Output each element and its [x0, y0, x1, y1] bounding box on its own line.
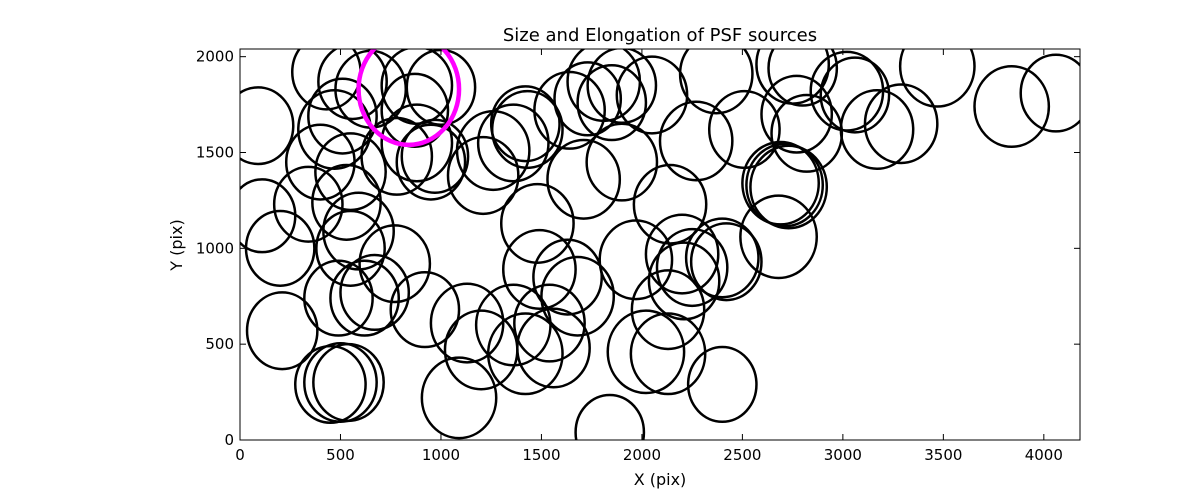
psf-source-ellipse — [819, 56, 891, 134]
psf-source-ellipse — [284, 123, 356, 201]
psf-source-ellipse — [863, 83, 939, 165]
x-tick-label: 500 — [326, 446, 355, 464]
psf-source-ellipse — [629, 312, 707, 396]
psf-source-ellipse — [329, 259, 401, 337]
psf-source-ellipse — [303, 341, 378, 424]
source-ellipses — [240, 49, 1080, 440]
psf-source-ellipse — [741, 140, 821, 226]
x-tick-label: 1500 — [522, 446, 560, 464]
psf-source-ellipse — [647, 241, 721, 321]
x-tick-label: 2500 — [723, 446, 761, 464]
psf-source-ellipse — [380, 72, 450, 149]
psf-source-ellipse — [446, 135, 520, 216]
psf-source-ellipse — [499, 182, 575, 264]
x-tick-label: 0 — [235, 446, 245, 464]
psf-source-ellipse — [839, 88, 915, 171]
psf-source-ellipse — [389, 271, 461, 349]
psf-source-ellipse — [315, 209, 386, 287]
psf-source-ellipse — [576, 64, 648, 142]
psf-source-ellipse — [489, 85, 561, 163]
psf-source-ellipse — [400, 118, 470, 194]
psf-source-ellipse — [1019, 53, 1080, 133]
psf-source-ellipse — [760, 74, 834, 154]
x-tick-label: 3500 — [924, 446, 962, 464]
psf-source-ellipse — [598, 219, 674, 301]
psf-source-ellipse — [658, 100, 734, 182]
psf-source-ellipse — [574, 393, 646, 440]
psf-source-ellipse — [678, 49, 754, 115]
psf-source-ellipse — [606, 309, 686, 395]
psf-source-ellipse — [303, 259, 374, 337]
psf-source-ellipse — [244, 209, 316, 287]
y-tick-label: 2000 — [196, 48, 234, 66]
x-axis: 0 500 1000 1500 2000 2500 3000 3500 4000 — [235, 49, 1063, 464]
x-tick-label: 4000 — [1025, 446, 1063, 464]
highlighted-psf-source-ellipse — [356, 49, 462, 148]
x-tick-label: 1000 — [422, 446, 460, 464]
psf-source-ellipse — [429, 282, 505, 364]
x-tick-label: 2000 — [623, 446, 661, 464]
psf-source-ellipse — [307, 77, 378, 155]
psf-source-ellipse — [245, 291, 319, 371]
psf-source-ellipse — [615, 55, 689, 135]
psf-source-ellipse — [476, 103, 550, 183]
psf-source-ellipse — [395, 123, 467, 201]
psf-source-ellipse — [630, 269, 706, 351]
psf-source-ellipse — [689, 222, 763, 302]
psf-source-ellipse — [294, 344, 367, 424]
y-axis-title: Y (pix) — [167, 219, 186, 271]
psf-source-ellipse — [532, 238, 603, 316]
psf-source-ellipse — [380, 103, 454, 183]
y-axis: 0 500 1000 1500 2000 — [196, 48, 1080, 449]
psf-source-ellipse — [420, 356, 498, 440]
psf-source-ellipse — [553, 61, 623, 137]
psf-source-ellipse — [272, 165, 344, 243]
psf-source-ellipse — [749, 144, 829, 230]
psf-source-ellipse — [546, 138, 622, 220]
psf-source-ellipse — [339, 253, 411, 332]
y-tick-label: 500 — [205, 335, 234, 353]
x-axis-title: X (pix) — [634, 470, 687, 489]
psf-source-ellipse — [898, 49, 976, 108]
plot-frame — [239, 48, 1081, 441]
y-tick-label: 0 — [224, 431, 234, 449]
psf-source-ellipse — [358, 224, 432, 304]
y-tick-label: 1500 — [196, 144, 234, 162]
psf-source-ellipse — [240, 86, 295, 166]
psf-source-ellipse — [973, 65, 1051, 148]
psf-source-ellipse — [317, 49, 388, 121]
psf-source-ellipse — [745, 142, 825, 228]
psf-source-ellipse — [312, 342, 385, 423]
psf-source-ellipse — [540, 255, 616, 337]
psf-source-ellipse — [502, 228, 577, 310]
chart-title: Size and Elongation of PSF sources — [503, 25, 817, 46]
psf-source-ellipse — [644, 213, 720, 295]
psf-source-ellipse — [513, 283, 586, 363]
psf-source-ellipse — [516, 307, 591, 389]
psf-source-ellipse — [585, 122, 659, 202]
psf-source-ellipse — [486, 312, 564, 396]
psf-source-ellipse — [360, 116, 434, 196]
y-tick-label: 1000 — [196, 239, 234, 257]
psf-source-ellipse — [655, 227, 729, 308]
psf-source-ellipse — [686, 345, 758, 424]
x-tick-label: 3000 — [824, 446, 862, 464]
psf-source-ellipse — [739, 194, 818, 280]
psf-source-ellipse — [684, 217, 760, 299]
psf-source-ellipse — [767, 49, 839, 107]
